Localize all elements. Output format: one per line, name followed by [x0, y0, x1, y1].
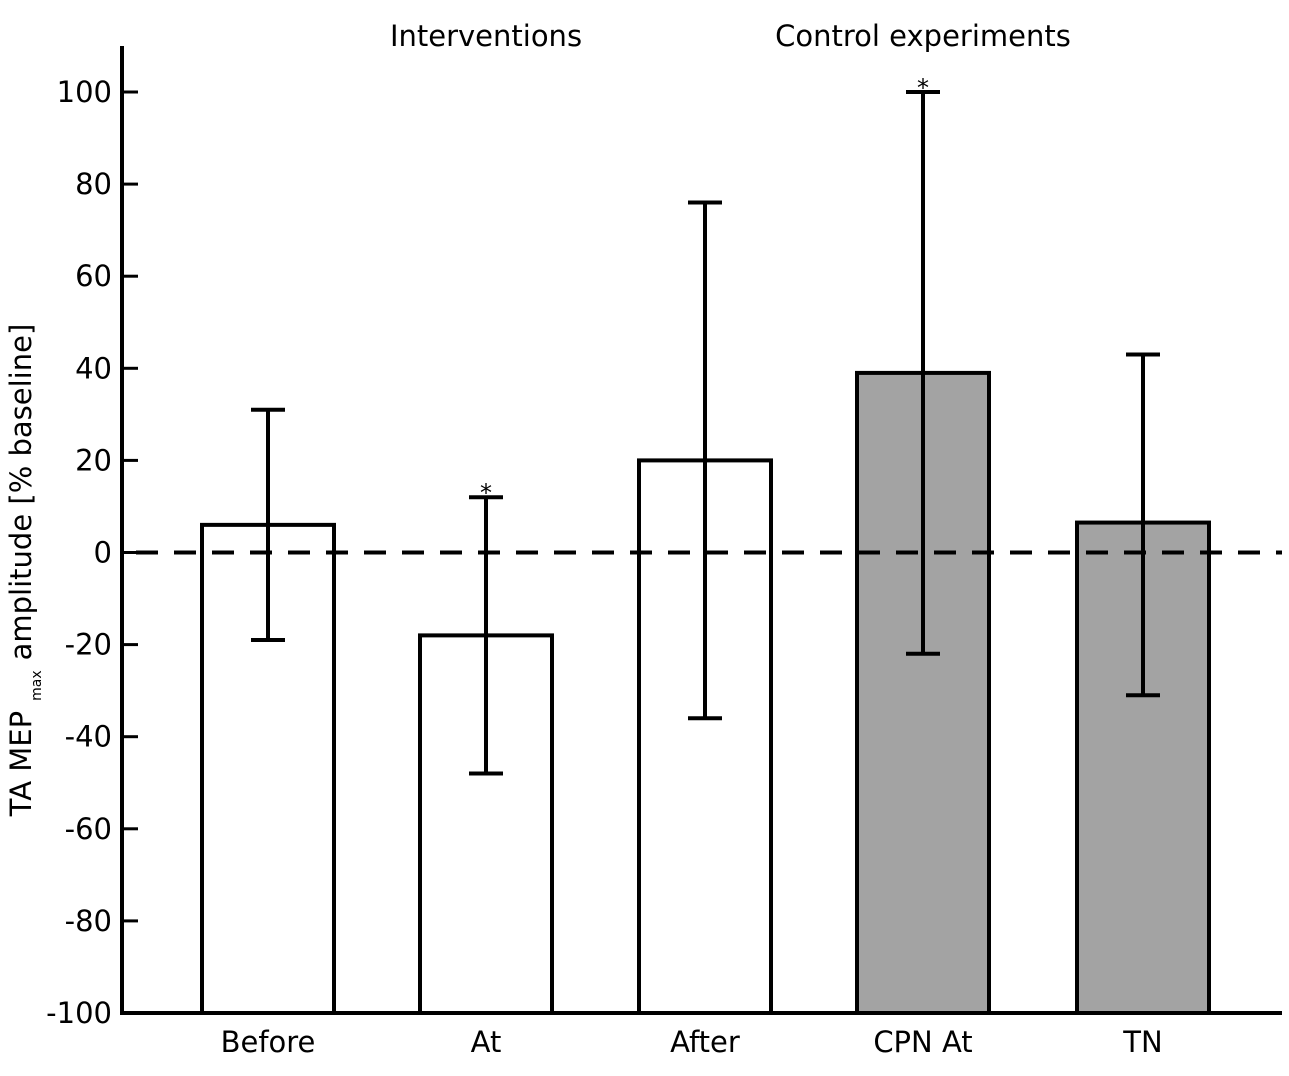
y-axis-title-subscript: max — [29, 670, 45, 701]
y-axis-title-main: TA MEP — [4, 711, 38, 817]
y-tick-label: 80 — [75, 167, 112, 201]
y-tick-label: -100 — [46, 996, 112, 1030]
significance-star: * — [480, 479, 492, 507]
category-label: Before — [221, 1025, 316, 1059]
y-tick-label: 60 — [75, 259, 112, 293]
category-label: At — [471, 1025, 502, 1059]
y-tick-label: -20 — [65, 628, 112, 662]
y-tick-label: -80 — [65, 904, 112, 938]
error-bars — [251, 90, 1160, 776]
category-label: TN — [1122, 1025, 1162, 1059]
y-axis-title-rest: amplitude [% baseline] — [4, 324, 38, 661]
category-labels: Before At After CPN At TN — [221, 1025, 1163, 1059]
y-axis-title: TA MEP max amplitude [% baseline] — [4, 324, 45, 818]
y-tick-label: -40 — [65, 720, 112, 754]
group-label-interventions: Interventions — [390, 19, 582, 53]
category-label: After — [670, 1025, 740, 1059]
significance-star: * — [917, 74, 929, 102]
y-tick-label: 40 — [75, 351, 112, 385]
bar-at — [418, 633, 554, 1015]
category-label: CPN At — [873, 1025, 972, 1059]
group-label-control-experiments: Control experiments — [775, 19, 1071, 53]
y-ticks: 100 80 60 40 20 0 -20 -40 -60 -80 -100 — [46, 75, 138, 1030]
significance-markers: ** — [480, 74, 929, 507]
y-tick-label: 0 — [94, 536, 112, 570]
bar-before — [200, 522, 336, 1015]
y-tick-label: 20 — [75, 443, 112, 477]
y-tick-label: 100 — [57, 75, 112, 109]
y-tick-label: -60 — [65, 812, 112, 846]
